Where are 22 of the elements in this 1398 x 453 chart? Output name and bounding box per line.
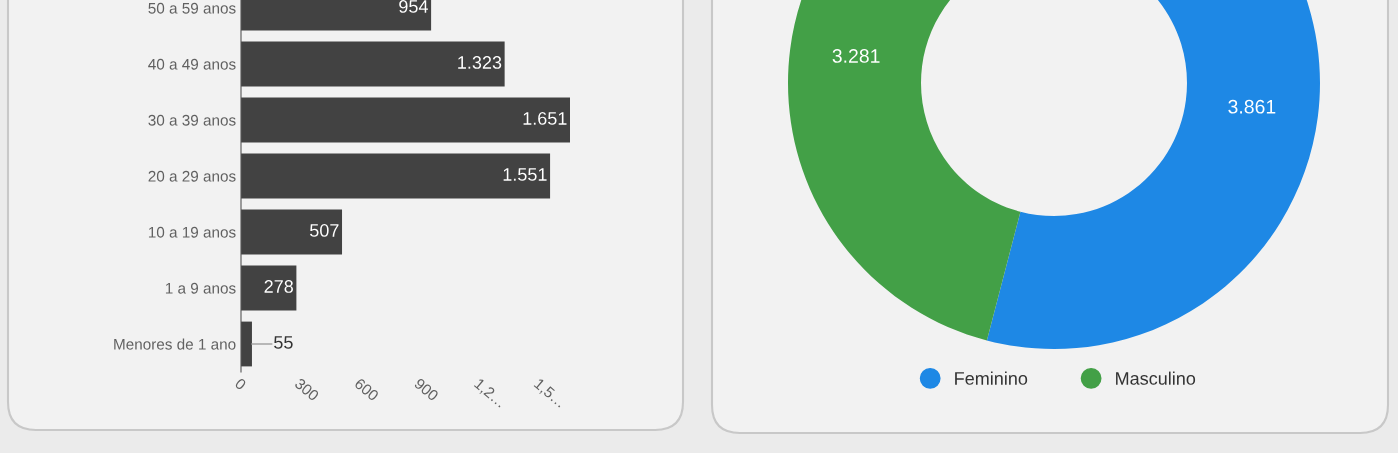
x-tick-label: 300 [294,377,320,402]
y-tick-label: 1 a 9 anos [165,282,236,294]
data-label: 1.551 [503,168,547,181]
legend-label: Masculino [1116,371,1196,385]
x-tick-label: 600 [353,377,380,402]
y-tick-label: 40 a 49 anos [148,58,236,70]
y-tick-label: Menores de 1 ano [114,338,236,350]
data-label: 1.651 [523,112,567,125]
y-tick-label: 30 a 39 anos [148,114,236,126]
y-tick-label: 50 a 59 anos [148,2,236,14]
y-tick-label: 20 a 29 anos [148,170,236,182]
data-label: 507 [310,224,339,237]
y-tick-label: 10 a 19 anos [148,226,236,238]
legend-label: Feminino [955,371,1028,385]
data-label: 278 [264,280,293,293]
x-tick-label: 0 [234,377,247,391]
data-label: 3.861 [1228,99,1276,114]
data-label: 1.323 [458,56,502,69]
data-label: 3.281 [832,49,880,63]
data-label: 954 [399,0,428,13]
data-label: 55 [274,336,293,349]
x-tick-label: 900 [413,377,440,402]
